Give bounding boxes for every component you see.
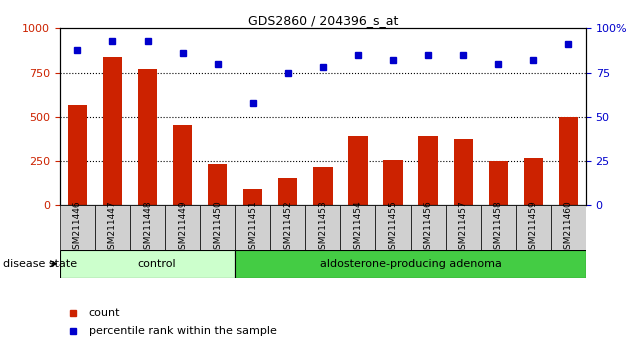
Bar — [454, 139, 472, 205]
Text: count: count — [89, 308, 120, 318]
Text: GSM211452: GSM211452 — [284, 200, 292, 255]
Bar — [559, 117, 578, 205]
Bar — [411, 205, 445, 250]
Bar — [173, 125, 192, 205]
Bar — [489, 161, 508, 205]
Text: GSM211449: GSM211449 — [178, 200, 187, 255]
Text: GSM211459: GSM211459 — [529, 200, 538, 255]
Bar — [95, 205, 130, 250]
Text: GSM211448: GSM211448 — [143, 200, 152, 255]
Text: GSM211457: GSM211457 — [459, 200, 467, 255]
Bar — [348, 136, 367, 205]
Text: GSM211456: GSM211456 — [423, 200, 433, 255]
Bar — [340, 205, 375, 250]
Bar — [235, 205, 270, 250]
Bar — [278, 178, 297, 205]
Bar — [524, 159, 543, 205]
Text: aldosterone-producing adenoma: aldosterone-producing adenoma — [319, 259, 501, 269]
Text: GSM211453: GSM211453 — [318, 200, 328, 255]
Bar — [270, 205, 306, 250]
Text: GSM211450: GSM211450 — [213, 200, 222, 255]
Bar — [384, 160, 403, 205]
Text: GSM211454: GSM211454 — [353, 200, 362, 255]
Bar — [516, 205, 551, 250]
Text: GSM211447: GSM211447 — [108, 200, 117, 255]
Bar — [60, 250, 235, 278]
Bar — [138, 69, 157, 205]
Bar — [208, 164, 227, 205]
Bar — [375, 205, 411, 250]
Bar — [130, 205, 165, 250]
Text: GSM211455: GSM211455 — [389, 200, 398, 255]
Bar — [103, 57, 122, 205]
Bar — [165, 205, 200, 250]
Bar — [68, 105, 87, 205]
Text: control: control — [137, 259, 176, 269]
Bar — [60, 205, 95, 250]
Text: percentile rank within the sample: percentile rank within the sample — [89, 326, 277, 337]
Bar — [313, 167, 333, 205]
Text: disease state: disease state — [3, 259, 77, 269]
Text: GSM211460: GSM211460 — [564, 200, 573, 255]
Title: GDS2860 / 204396_s_at: GDS2860 / 204396_s_at — [248, 14, 398, 27]
Bar — [306, 205, 340, 250]
Bar — [481, 205, 516, 250]
Bar — [418, 136, 438, 205]
Text: GSM211451: GSM211451 — [248, 200, 257, 255]
Bar — [243, 188, 262, 205]
Bar — [445, 205, 481, 250]
Bar — [200, 205, 235, 250]
Text: GSM211446: GSM211446 — [73, 200, 82, 255]
Text: GSM211458: GSM211458 — [494, 200, 503, 255]
Bar — [235, 250, 586, 278]
Bar — [551, 205, 586, 250]
